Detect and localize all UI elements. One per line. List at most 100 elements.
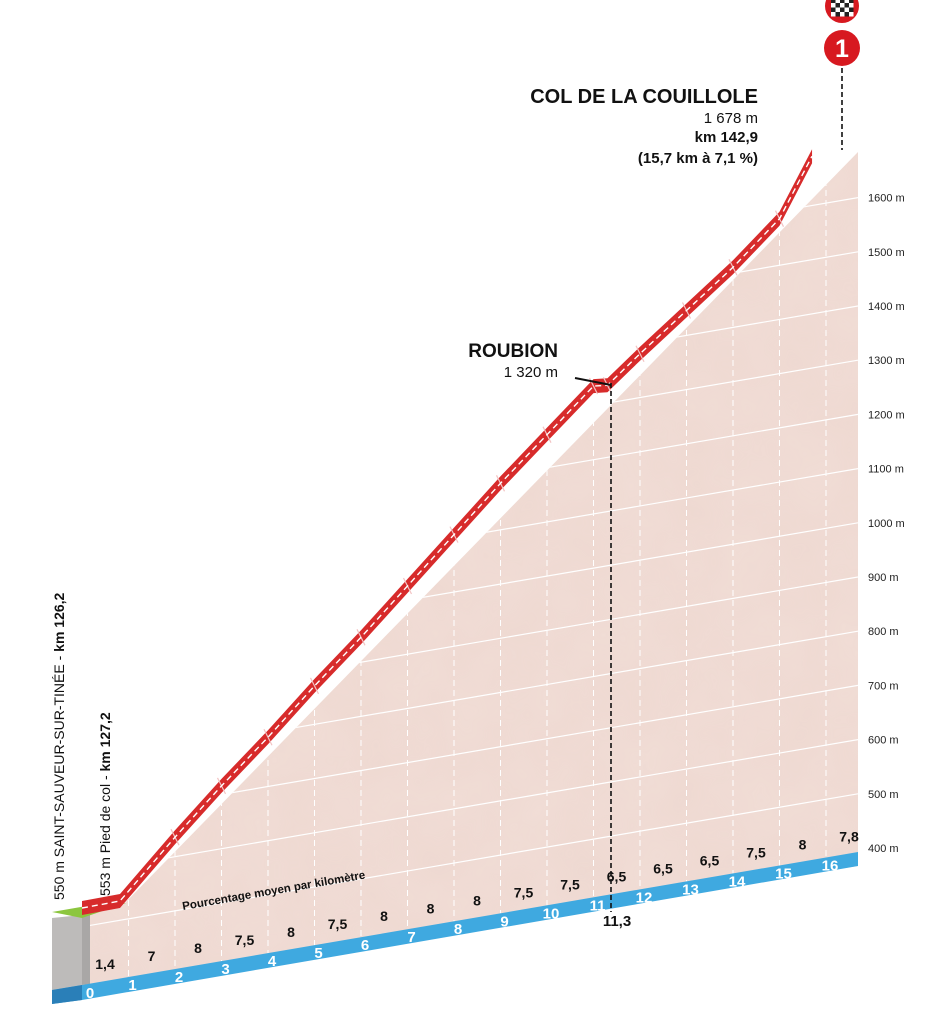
y-axis-tick-label: 1300 m bbox=[868, 355, 905, 367]
gradient-label: 8 bbox=[473, 892, 481, 908]
summit-km: km 142,9 bbox=[695, 129, 758, 146]
checker-square bbox=[835, 12, 840, 17]
checker-square bbox=[831, 12, 836, 17]
start-line2-prefix: 553 m Pied de col - bbox=[97, 771, 113, 896]
checker-square bbox=[844, 3, 849, 8]
gradient-label: 8 bbox=[799, 837, 807, 853]
checker-square bbox=[844, 12, 849, 17]
gradient-label: 6,5 bbox=[700, 852, 720, 868]
road-center-line bbox=[81, 155, 813, 909]
waypoint-km-label: 11,3 bbox=[603, 913, 631, 930]
km-label: 13 bbox=[682, 881, 699, 898]
gradient-label: 7,5 bbox=[560, 876, 580, 892]
gradient-label: 8 bbox=[427, 900, 435, 916]
road-km-separator bbox=[263, 728, 273, 746]
start-line2-km: km 127,2 bbox=[97, 712, 113, 771]
km-label: 15 bbox=[775, 865, 792, 882]
checker-square bbox=[835, 0, 840, 3]
y-axis-tick-label: 1600 m bbox=[868, 193, 905, 205]
km-label: 1 bbox=[128, 977, 136, 994]
checker-square bbox=[840, 12, 845, 17]
summit-name: COL DE LA COUILLOLE bbox=[530, 86, 758, 108]
gradient-label: 6,5 bbox=[607, 868, 627, 884]
summit-stats: (15,7 km à 7,1 %) bbox=[638, 150, 758, 167]
summit-number-marker: 1 bbox=[824, 30, 860, 66]
y-axis-tick-label: 1100 m bbox=[868, 464, 904, 476]
checker-square bbox=[849, 12, 854, 17]
km-label: 2 bbox=[175, 969, 183, 986]
road-km-separator bbox=[309, 677, 320, 695]
checker-square bbox=[849, 3, 854, 8]
km-label: 0 bbox=[86, 985, 94, 1002]
checker-square bbox=[831, 7, 836, 12]
gradient-label: 8 bbox=[287, 924, 295, 940]
km-label: 6 bbox=[361, 937, 369, 954]
start-block-side bbox=[82, 914, 90, 985]
gradient-labels: 1,4 7 8 7,5 8 7,5 8 8 8 7,5 7,5 6,5 6,5 6,5 7,5 8 7,8 bbox=[95, 829, 859, 973]
km-label: 8 bbox=[454, 921, 462, 938]
checker-square bbox=[835, 3, 840, 8]
gradient-label: 1,4 bbox=[95, 956, 115, 972]
checkered-flag-icon bbox=[825, 0, 859, 23]
start-label-line1: 550 m SAINT-SAUVEUR-SUR-TINÉE - km 126,2 bbox=[51, 592, 67, 900]
km-labels: 0 1 2 3 4 5 6 7 8 9 10 11 12 13 14 15 16 bbox=[86, 857, 839, 1002]
waypoint-name: ROUBION bbox=[468, 341, 558, 362]
km-label: 5 bbox=[314, 945, 322, 962]
y-axis-tick-label: 1400 m bbox=[868, 301, 905, 313]
roubion-tick bbox=[574, 377, 612, 386]
grid-line bbox=[82, 739, 858, 874]
road-km-separator bbox=[635, 345, 645, 362]
terrain-texture bbox=[82, 152, 858, 985]
gradient-label: 8 bbox=[380, 908, 388, 924]
y-axis-tick-label: 700 m bbox=[868, 680, 899, 692]
y-axis-tick-label: 800 m bbox=[868, 626, 899, 638]
checker-square bbox=[831, 0, 836, 3]
checker-square bbox=[835, 7, 840, 12]
waypoint-altitude: 1 320 m bbox=[504, 364, 558, 381]
km-label: 11 bbox=[590, 897, 606, 914]
road-ribbon bbox=[81, 149, 813, 915]
km-label: 7 bbox=[407, 929, 415, 946]
km-label: 9 bbox=[500, 913, 508, 930]
summit-number: 1 bbox=[835, 35, 849, 63]
gradient-label: 7,8 bbox=[839, 829, 859, 845]
gradient-label: 7,5 bbox=[746, 844, 766, 860]
grid-line bbox=[82, 793, 858, 928]
y-axis-tick-label: 600 m bbox=[868, 735, 899, 747]
checker-square bbox=[840, 3, 845, 8]
gradient-label: 7,5 bbox=[328, 916, 348, 932]
gradient-label: 7,5 bbox=[235, 932, 255, 948]
gradient-label: 8 bbox=[194, 940, 202, 956]
km-label: 14 bbox=[729, 873, 746, 890]
summit-altitude: 1 678 m bbox=[704, 110, 758, 127]
y-axis-tick-label: 1500 m bbox=[868, 247, 905, 259]
km-label: 3 bbox=[221, 961, 229, 978]
start-line1-km: km 126,2 bbox=[51, 592, 67, 651]
checker-square bbox=[849, 0, 854, 3]
checker-square bbox=[844, 7, 849, 12]
gradient-label: 7 bbox=[148, 948, 156, 964]
y-axis-tick-label: 900 m bbox=[868, 572, 899, 584]
checker-square bbox=[849, 7, 854, 12]
y-axis-tick-label: 500 m bbox=[868, 789, 899, 801]
checker-square bbox=[840, 0, 845, 3]
checker-square bbox=[844, 0, 849, 3]
checker-square bbox=[840, 7, 845, 12]
start-line1-prefix: 550 m SAINT-SAUVEUR-SUR-TINÉE - bbox=[51, 652, 67, 900]
gradient-label: 6,5 bbox=[653, 860, 673, 876]
km-label: 10 bbox=[543, 905, 560, 922]
km-band bbox=[52, 852, 858, 1004]
gradient-label: 7,5 bbox=[514, 884, 534, 900]
y-axis-labels: 400 m 500 m 600 m 700 m 800 m 900 m 1000 m 1100… bbox=[868, 193, 905, 855]
km-label: 12 bbox=[636, 889, 653, 906]
km-band-start bbox=[52, 985, 82, 1004]
y-axis-tick-label: 400 m bbox=[868, 843, 899, 855]
start-label-line2: 553 m Pied de col - km 127,2 bbox=[97, 712, 113, 896]
checker-square bbox=[831, 3, 836, 8]
km-label: 16 bbox=[822, 857, 839, 874]
y-axis-tick-label: 1200 m bbox=[868, 409, 905, 421]
y-axis-tick-label: 1000 m bbox=[868, 518, 905, 530]
km-label: 4 bbox=[268, 953, 277, 970]
start-block-front bbox=[52, 915, 82, 990]
